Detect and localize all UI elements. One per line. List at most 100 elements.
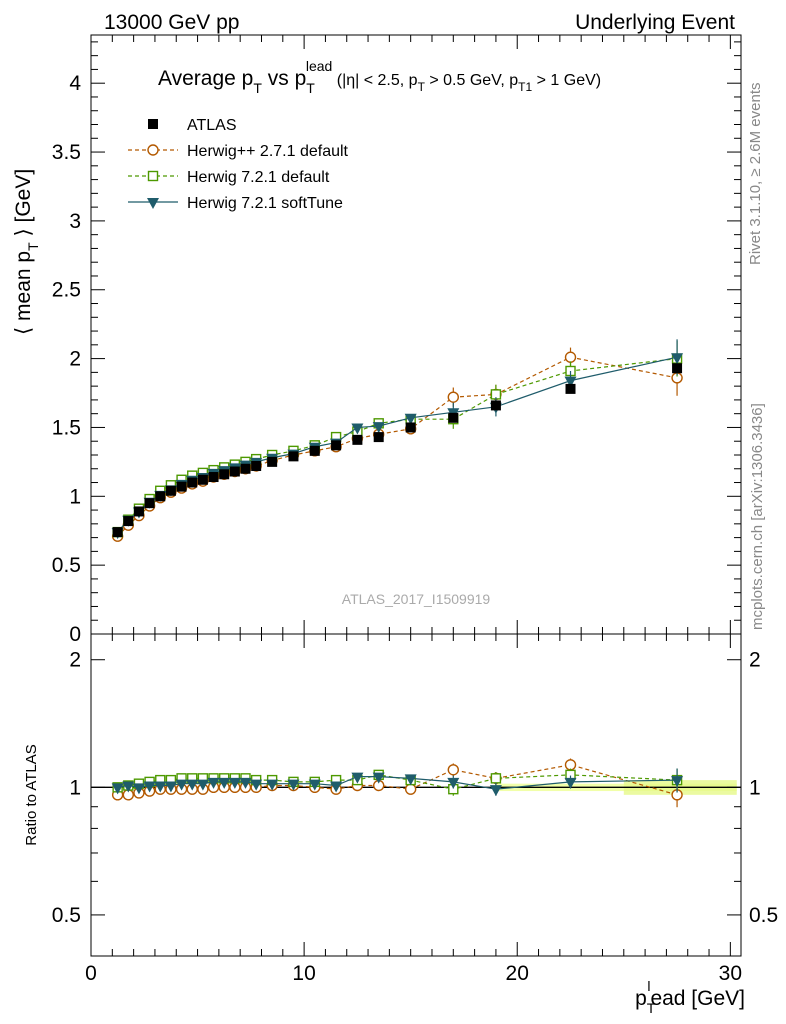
ratio-point (175, 779, 188, 791)
ratio-point (132, 783, 145, 795)
data-point (564, 376, 577, 388)
ratio-tick-label-right: 0.5 (749, 904, 778, 927)
mcplots-label: mcplots.cern.ch [arXiv:1306.3436] (749, 403, 766, 630)
y-tick-label: 0.5 (52, 554, 81, 577)
series-2 (112, 340, 683, 538)
ratio-point (330, 781, 343, 793)
y-tick-label: 2 (69, 348, 81, 371)
data-point (112, 527, 123, 538)
data-point (351, 423, 364, 435)
ratio-tick-label-right: 2 (749, 649, 761, 672)
ratio-frame (90, 633, 742, 957)
data-point (448, 412, 459, 423)
ratio-tick-label: 0.5 (52, 904, 81, 927)
data-point (309, 445, 320, 456)
ratio-point (143, 781, 156, 793)
data-point (251, 461, 262, 472)
ratio-point (239, 777, 252, 789)
y-tick-label: 3.5 (52, 141, 81, 164)
ratio-point (164, 781, 177, 793)
data-point (187, 477, 198, 488)
ratio-y-axis-label: Ratio to ATLAS (23, 744, 40, 845)
legend-marker (147, 198, 159, 209)
ratio-point (404, 774, 417, 786)
ratio-tick-label: 1 (69, 776, 81, 799)
data-point (133, 506, 144, 517)
ratio-tick-label-right: 1 (749, 776, 761, 799)
legend-marker (147, 170, 159, 182)
ratio-tick-label: 2 (69, 649, 81, 672)
ratio-point (351, 772, 364, 784)
data-point (240, 463, 251, 474)
ratio-point (404, 783, 417, 795)
ratio-point (564, 759, 577, 771)
ratio-point (266, 779, 279, 791)
ratio-point (287, 779, 300, 791)
ratio-point (564, 777, 577, 789)
ratio-panel: 0 10 20 30 0.5 0.5 1 1 2 2 (52, 633, 778, 985)
data-point (219, 469, 230, 480)
ratio-point (490, 773, 502, 784)
data-point (565, 383, 576, 394)
legend-label: ATLAS (187, 117, 237, 134)
y-tick-label: 0 (69, 623, 81, 646)
ratio-point (447, 764, 459, 776)
data-point (405, 422, 416, 433)
data-point (229, 466, 240, 477)
data-point (197, 474, 208, 485)
series-line (117, 358, 678, 533)
legend-label: Herwig++ 2.7.1 default (187, 143, 349, 160)
legend: ATLAS Herwig++ 2.7.1 default Herwig 7.2.1 … (128, 117, 349, 212)
data-point (672, 363, 683, 374)
y-tick-label: 1 (69, 485, 81, 508)
data-point (331, 440, 342, 451)
legend-marker (147, 144, 159, 156)
data-point (404, 413, 417, 425)
data-point (352, 434, 363, 445)
y-tick-label: 2.5 (52, 279, 81, 302)
ratio-point (111, 783, 124, 795)
ratio-point (122, 781, 135, 793)
analysis-watermark: ATLAS_2017_I1509919 (342, 591, 491, 607)
data-point (144, 498, 155, 509)
rivet-label: Rivet 3.1.10, ≥ 2.6M events (747, 83, 764, 266)
series-line (117, 356, 678, 533)
series-3 (111, 339, 684, 540)
series-line (117, 356, 678, 537)
ratio-point (196, 779, 209, 791)
ratio-point (308, 779, 321, 791)
ratio-point (447, 777, 460, 789)
x-tick-label: 20 (506, 962, 529, 985)
ratio-series-3 (111, 768, 684, 797)
data-point (373, 432, 384, 443)
data-point (208, 472, 219, 483)
x-tick-label: 30 (719, 962, 742, 985)
data-point (176, 481, 187, 492)
data-point (165, 485, 176, 496)
legend-marker (148, 119, 158, 129)
y-tick-label: 4 (69, 72, 81, 95)
series-1 (111, 347, 683, 542)
main-panel: 0 0.5 1 1.5 2 2.5 3 3.5 4 (52, 34, 742, 648)
ratio-point (228, 777, 241, 789)
ratio-point (250, 779, 263, 791)
data-point (123, 516, 134, 527)
y-tick-label: 1.5 (52, 416, 81, 439)
x-axis-label: pTlead [GeV] (635, 978, 745, 1016)
data-point (288, 451, 299, 462)
ratio-point (154, 781, 167, 793)
x-tick-label: 10 (292, 962, 315, 985)
header-left: 13000 GeV pp (104, 11, 239, 34)
ratio-point (186, 779, 199, 791)
legend-label: Herwig 7.2.1 softTune (187, 195, 343, 212)
legend-label: Herwig 7.2.1 default (187, 169, 330, 186)
data-point (372, 422, 385, 434)
data-point (267, 456, 278, 467)
ratio-point (671, 776, 684, 788)
series-0 (112, 363, 683, 538)
data-point (155, 491, 166, 502)
ratio-point (489, 785, 502, 797)
data-point (490, 400, 501, 411)
y-axis-label: ⟨ mean pT ⟩ [GeV] (12, 169, 41, 335)
